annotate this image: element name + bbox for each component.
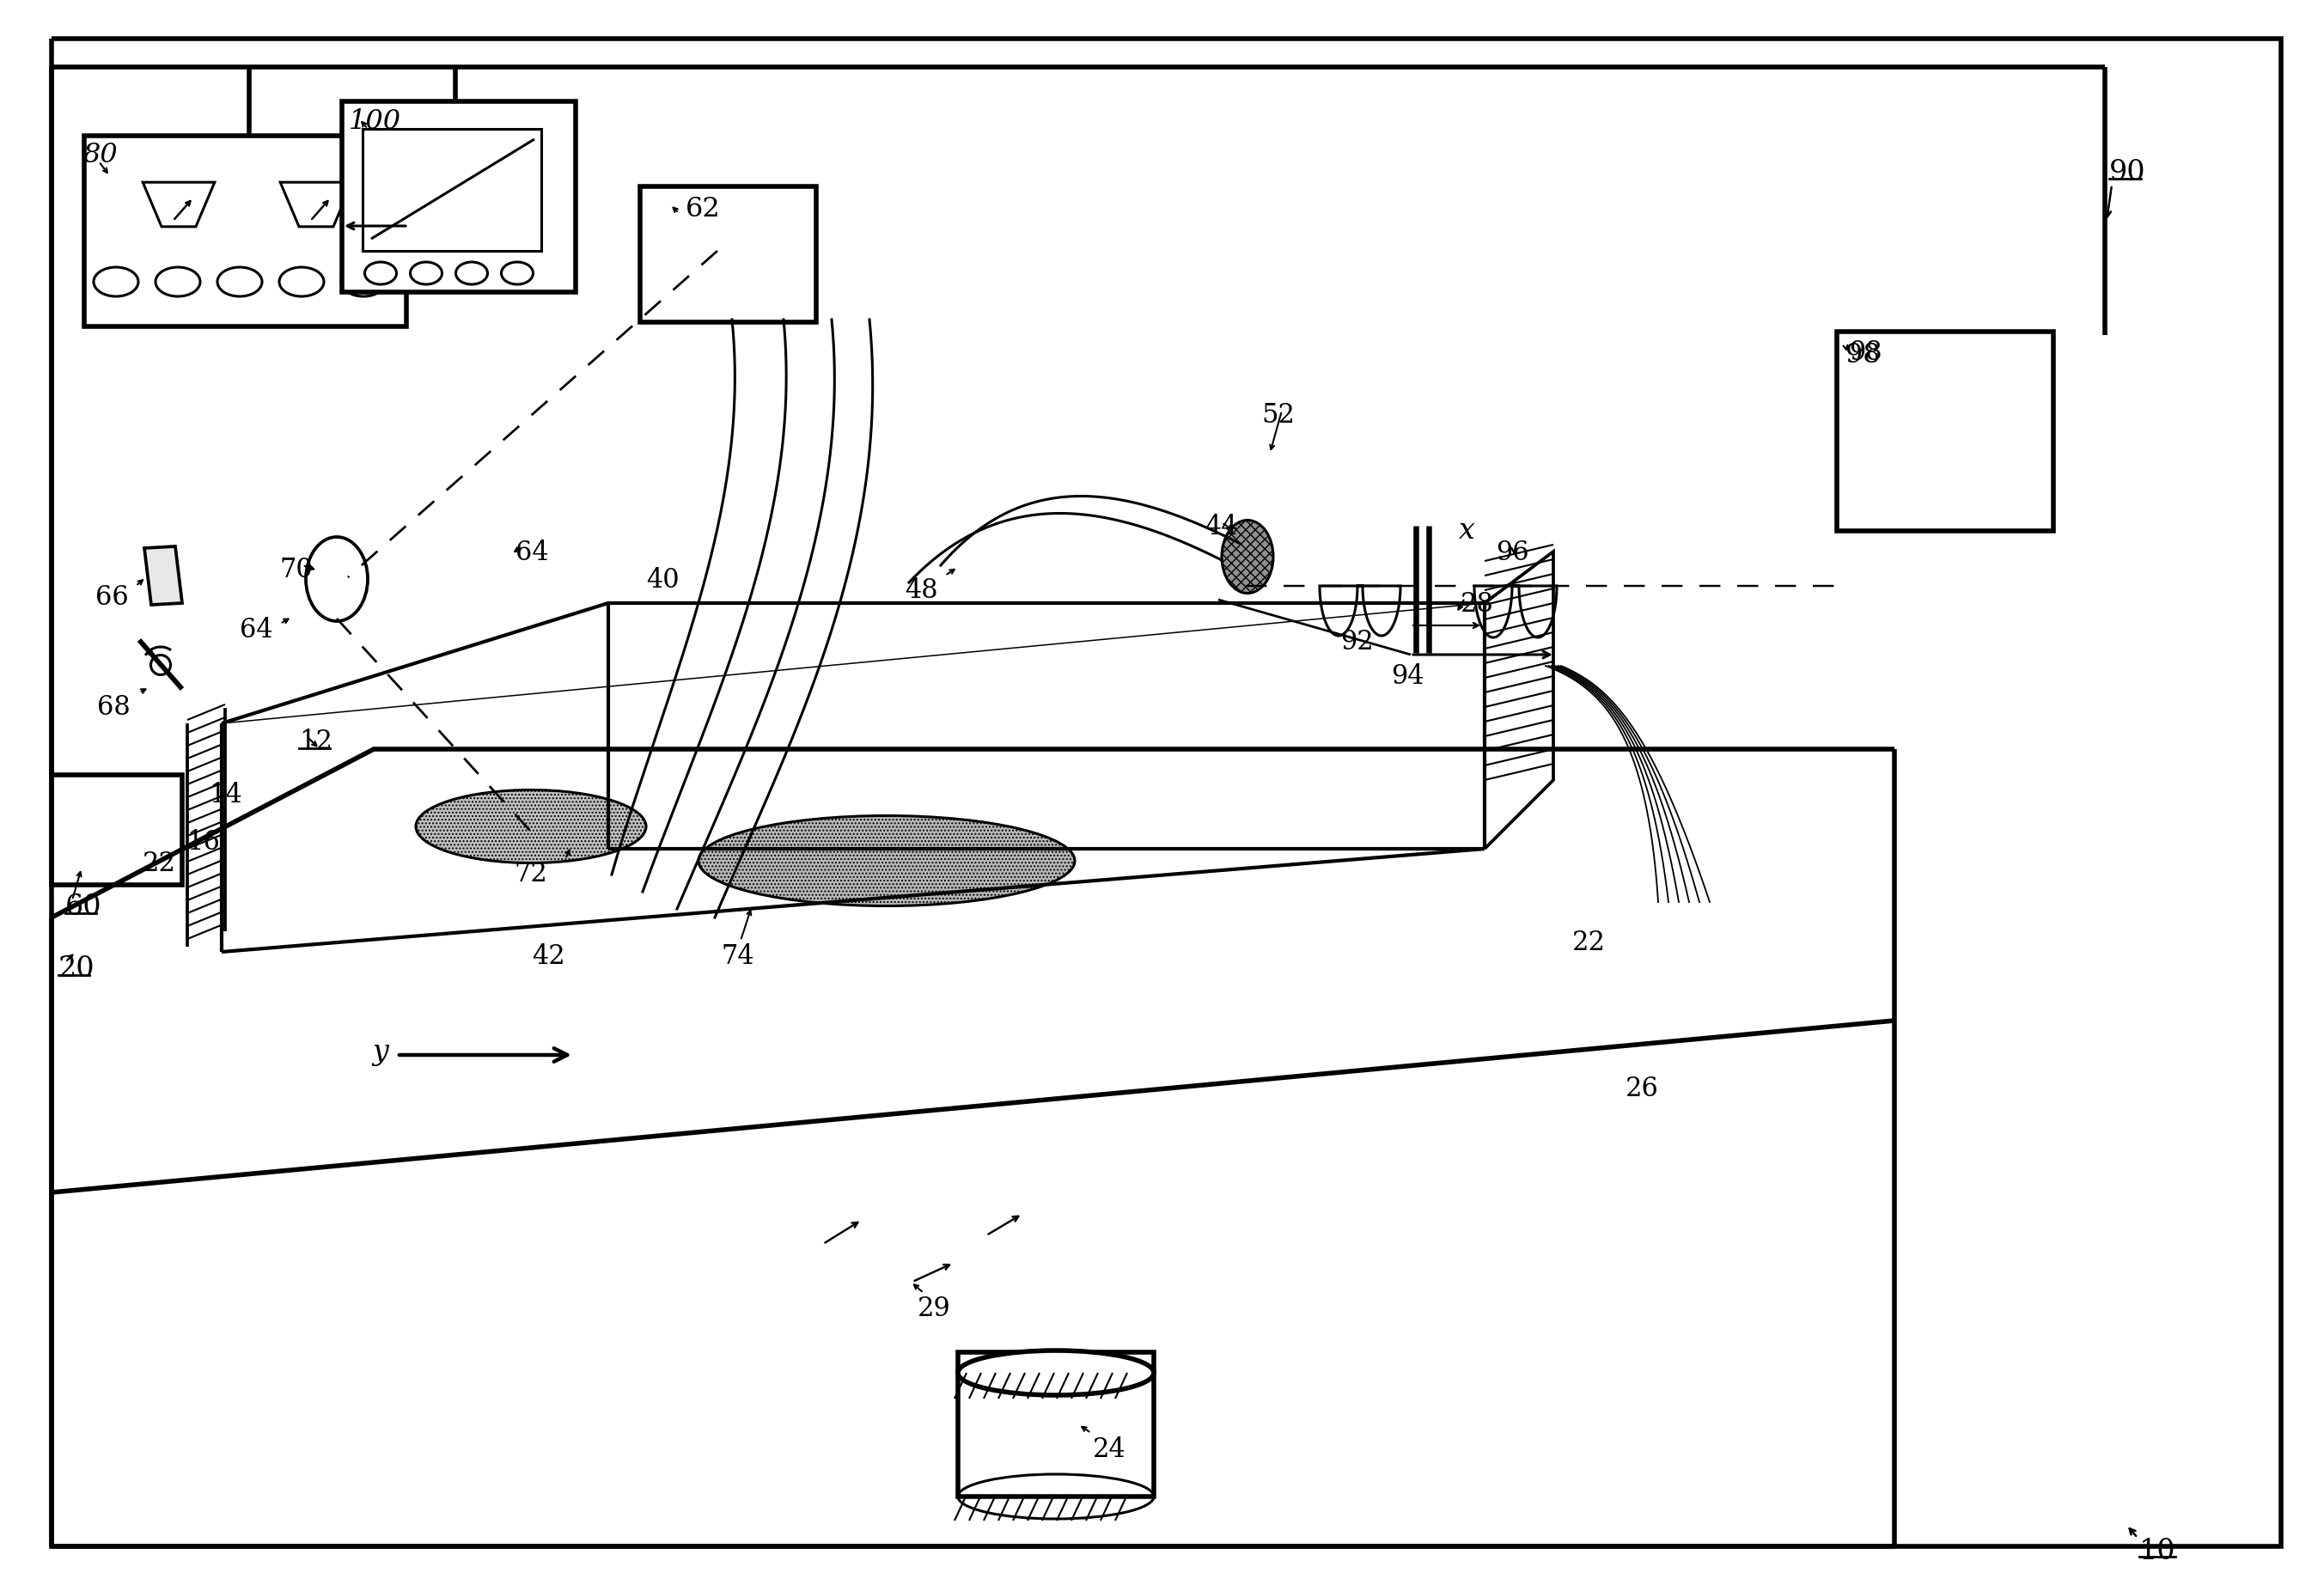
Text: 24: 24 [1092, 1437, 1127, 1464]
Text: 22: 22 [1573, 930, 1606, 957]
Text: 52: 52 [1262, 403, 1294, 428]
Polygon shape [144, 546, 181, 605]
Text: 90: 90 [2110, 159, 2145, 186]
Polygon shape [1473, 586, 1557, 638]
Ellipse shape [700, 816, 1074, 906]
Text: 80: 80 [84, 142, 119, 169]
Bar [84, 136, 407, 327]
Text: 26: 26 [1624, 1075, 1659, 1102]
Ellipse shape [151, 655, 170, 674]
Text: 64: 64 [516, 540, 548, 567]
Text: 98: 98 [1850, 339, 1882, 366]
Bar [639, 186, 816, 322]
Polygon shape [1320, 586, 1401, 636]
Text: 96: 96 [1497, 540, 1529, 567]
Text: 48: 48 [904, 578, 939, 603]
Ellipse shape [1222, 519, 1274, 594]
Bar [363, 129, 541, 251]
Text: 64: 64 [239, 617, 274, 644]
Text: 74: 74 [723, 943, 755, 970]
Text: 12: 12 [300, 728, 332, 755]
Text: 62: 62 [686, 196, 720, 223]
Text: 94: 94 [1390, 663, 1425, 690]
Text: 29: 29 [918, 1295, 951, 1322]
Text: 98: 98 [1845, 343, 1880, 368]
Text: 72: 72 [514, 861, 548, 887]
Text: 92: 92 [1341, 628, 1373, 655]
Bar [51, 775, 181, 884]
Text: 16: 16 [186, 829, 221, 856]
Text: 44: 44 [1204, 513, 1239, 540]
Text: 60: 60 [65, 894, 102, 921]
Bar [342, 101, 576, 292]
Text: 40: 40 [646, 567, 679, 594]
Bar [957, 1352, 1153, 1497]
Text: 100: 100 [349, 109, 402, 134]
Text: 14: 14 [209, 782, 242, 808]
Ellipse shape [416, 790, 646, 864]
Text: 66: 66 [95, 584, 128, 611]
Text: x: x [1459, 518, 1476, 545]
Text: 68: 68 [98, 695, 130, 720]
Text: 22: 22 [142, 850, 177, 876]
Text: 20: 20 [58, 955, 95, 982]
Text: 42: 42 [532, 943, 565, 970]
Ellipse shape [957, 1350, 1153, 1396]
Text: 10: 10 [2140, 1538, 2175, 1565]
Text: 70: 70 [281, 557, 314, 583]
Text: 28: 28 [1459, 591, 1494, 617]
Text: y: y [372, 1039, 388, 1066]
Bar [1836, 332, 2054, 531]
